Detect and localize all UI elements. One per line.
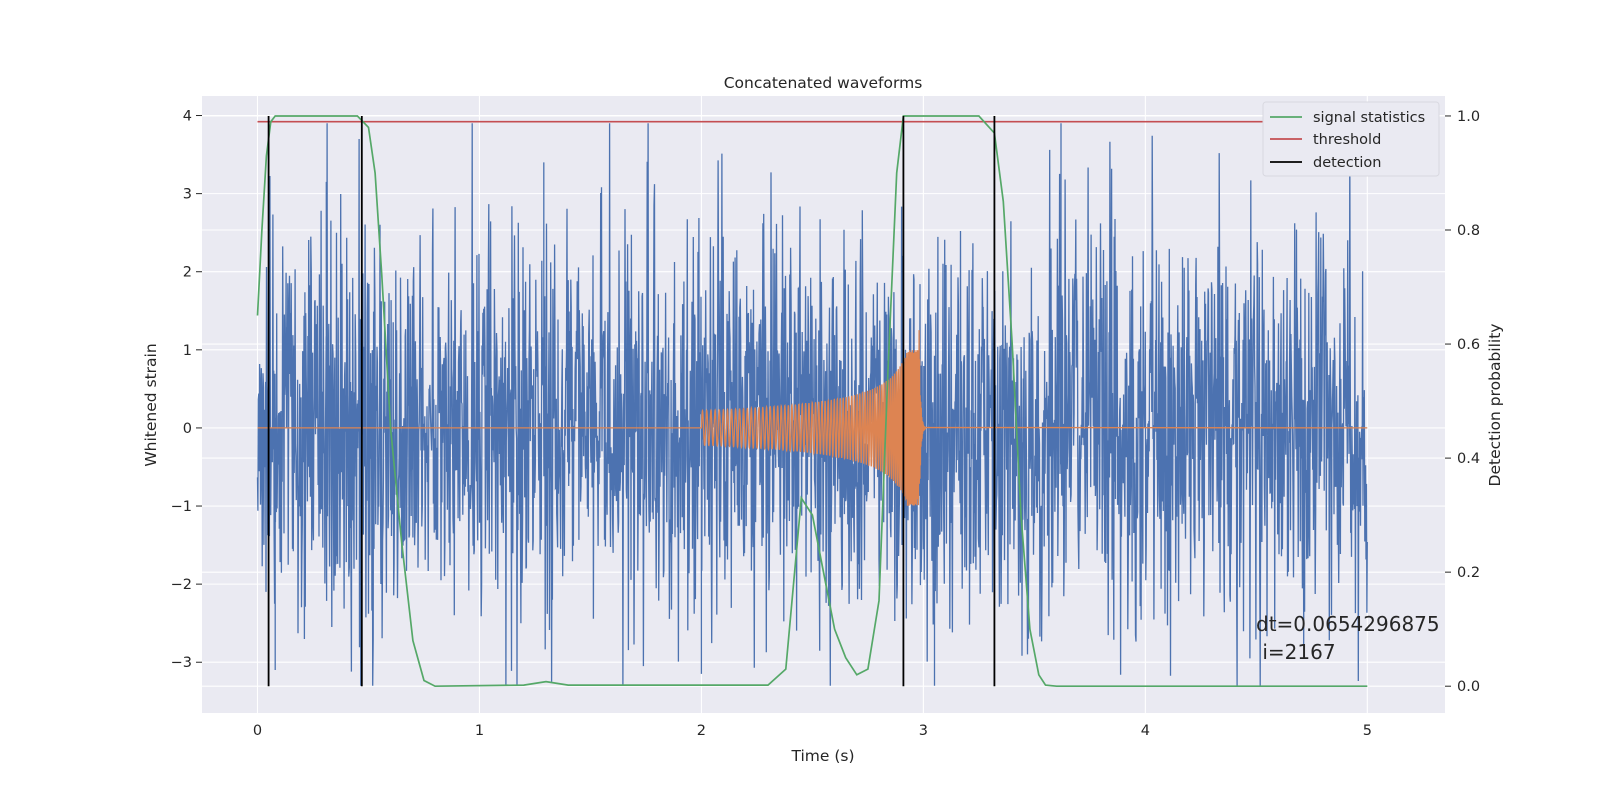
x-tick-label: 1 [475,723,484,739]
legend-label-threshold: threshold [1313,132,1381,148]
detection-lines [267,115,996,687]
y-tick-label: −3 [171,655,192,671]
y-tick-label: −2 [171,577,192,593]
y2-tick-label: 0.4 [1457,451,1480,467]
legend-label-signal: signal statistics [1313,110,1425,126]
y-tick-label: −1 [171,499,192,515]
legend-box [1262,101,1440,177]
x-axis-label: Time (s) [790,747,854,765]
y2-tick-label: 0.8 [1457,223,1480,239]
y-tick-label: 0 [183,421,192,437]
y-tick-label: 2 [183,265,192,281]
y-tick-label: 1 [183,343,192,359]
legend: signal statistics threshold detection [1262,101,1440,177]
y2-tick-label: 1.0 [1457,109,1480,125]
x-tick-label: 4 [1141,723,1150,739]
x-tick-label: 2 [697,723,706,739]
plot-area [256,115,1368,688]
chirp-series-line [257,330,1368,506]
y2-tick-label: 0.2 [1457,565,1480,581]
y2-tick-label: 0.0 [1457,679,1480,695]
annotation-i: i=2167 [1256,640,1336,664]
annotation-dt: dt=0.0654296875 [1256,612,1440,636]
x-tick-label: 0 [253,723,262,739]
ticks: 0 1 2 3 4 5 −3 −2 −1 0 1 2 3 4 0.0 0.2 0.4 0.6 0.8 1.0 [171,109,1480,739]
y-tick-label: 4 [183,109,192,125]
chart-title: Concatenated waveforms [724,74,923,92]
legend-label-detection: detection [1313,155,1381,171]
x-tick-label: 5 [1363,723,1372,739]
y2-tick-label: 0.6 [1457,337,1480,353]
y-axis-label: Whitened strain [142,343,160,466]
y2-axis-label: Detection probability [1486,324,1504,487]
x-tick-label: 3 [919,723,928,739]
y-tick-label: 3 [183,187,192,203]
signal-statistics-series-line [256,115,1368,688]
